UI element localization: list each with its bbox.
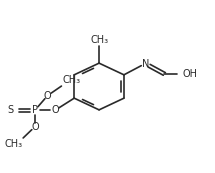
Text: CH₃: CH₃ <box>90 35 108 45</box>
Text: OH: OH <box>183 69 198 79</box>
Text: P: P <box>32 105 38 115</box>
Text: O: O <box>31 122 39 132</box>
Text: N: N <box>141 59 149 69</box>
Text: O: O <box>44 91 51 101</box>
Text: CH₃: CH₃ <box>62 75 80 85</box>
Text: CH₃: CH₃ <box>4 139 23 149</box>
Text: S: S <box>8 105 14 115</box>
Text: O: O <box>51 105 59 115</box>
